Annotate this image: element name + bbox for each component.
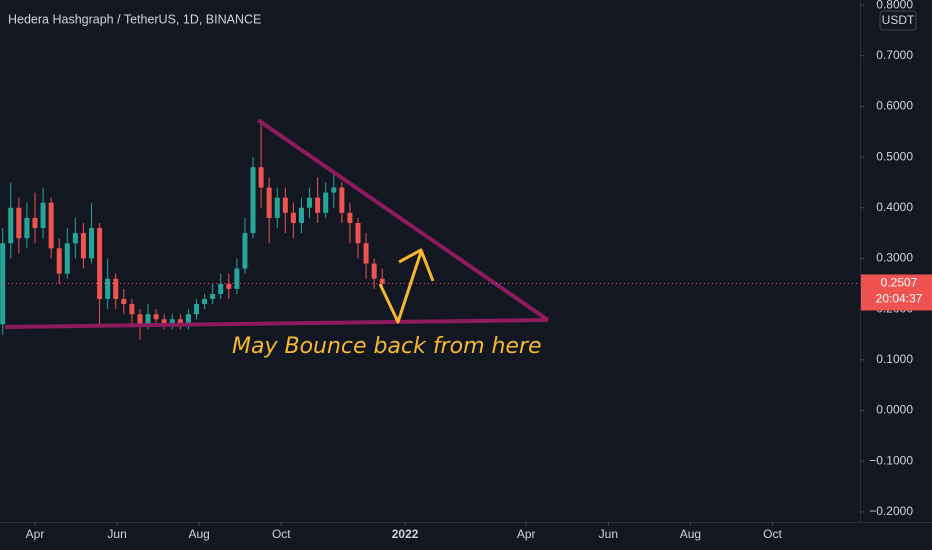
candle-body <box>210 293 216 300</box>
candle-body <box>363 243 369 264</box>
x-tick-label: Jun <box>599 527 618 541</box>
candle-body <box>234 268 240 289</box>
drawings <box>4 118 550 329</box>
candle-body <box>113 278 119 300</box>
trend-line <box>256 118 550 322</box>
candle-body <box>202 299 208 305</box>
candle-body <box>355 222 361 244</box>
last-price-label: 0.2507 <box>881 276 918 290</box>
x-tick-label: Oct <box>272 527 291 541</box>
arrow <box>378 251 423 324</box>
candle-body <box>371 263 377 279</box>
candle-body <box>250 167 256 234</box>
candle-body <box>323 192 329 213</box>
candle-body <box>48 202 54 249</box>
candle-body <box>137 314 143 325</box>
y-axis: 0.80000.70000.60000.50000.40000.30000.20… <box>860 0 913 518</box>
trend-line <box>4 318 549 329</box>
x-tick-label: Aug <box>189 527 210 541</box>
candle-body <box>339 187 345 213</box>
candle-body <box>72 233 78 244</box>
candle-body <box>298 207 304 223</box>
candle-body <box>0 243 6 325</box>
annotation: May Bounce back from here <box>232 334 542 359</box>
candles <box>0 121 385 340</box>
candle-body <box>258 167 264 188</box>
candle-body <box>80 233 86 259</box>
candle-body <box>64 243 70 274</box>
candle-body <box>32 217 38 229</box>
countdown-label: 20:04:37 <box>876 292 923 306</box>
y-tick-label: 0.8000 <box>876 0 913 11</box>
y-tick-label: −0.2000 <box>869 504 913 518</box>
currency-label: USDT <box>882 13 915 27</box>
candle-body <box>290 212 296 223</box>
x-tick-label: Aug <box>680 527 701 541</box>
candle-body <box>89 228 95 259</box>
candle-body <box>307 197 313 208</box>
x-tick-label: Apr <box>26 527 45 541</box>
y-tick-label: 0.4000 <box>876 200 913 214</box>
candle-body <box>8 207 14 244</box>
candle-body <box>16 207 22 239</box>
candle-body <box>347 212 353 223</box>
candle-body <box>161 319 167 325</box>
candle-body <box>218 283 224 294</box>
candle-body <box>97 228 103 300</box>
candle-body <box>315 197 321 213</box>
candle-body <box>129 304 135 315</box>
arrow-head <box>398 248 435 282</box>
candle-body <box>56 248 62 274</box>
x-tick-label: Jun <box>107 527 126 541</box>
candle-body <box>193 304 199 315</box>
candle-body <box>226 283 232 289</box>
chart-title: Hedera Hashgraph / TetherUS, 1D, BINANCE <box>8 12 261 26</box>
candle-body <box>331 187 337 193</box>
candle-body <box>121 299 127 305</box>
candle-body <box>266 187 272 218</box>
candle-body <box>185 314 191 325</box>
currency-badge <box>879 10 917 31</box>
candle-body <box>379 278 385 284</box>
y-tick-label: 0.0000 <box>876 403 913 417</box>
x-tick-label: Oct <box>763 527 782 541</box>
candle-body <box>274 197 280 218</box>
candle-body <box>24 217 30 239</box>
y-tick-label: 0.5000 <box>876 149 913 163</box>
candle-body <box>40 202 46 229</box>
candle-body <box>282 197 288 213</box>
y-tick-label: 0.3000 <box>876 251 913 265</box>
x-tick-label: 2022 <box>392 527 419 541</box>
candle-body <box>153 314 159 320</box>
candle-body <box>177 319 183 325</box>
y-tick-label: 0.1000 <box>876 352 913 366</box>
x-axis: Apr Jun Aug Oct 2022 Apr Jun Aug Oct <box>26 522 783 541</box>
y-tick-label: 0.7000 <box>876 48 913 62</box>
candle-body <box>145 314 151 325</box>
y-tick-label: 0.6000 <box>876 99 913 113</box>
candle-body <box>169 319 175 325</box>
x-tick-label: Apr <box>517 527 536 541</box>
last-price-badge <box>861 274 932 311</box>
candle-body <box>242 233 248 269</box>
candle-body <box>105 278 111 300</box>
y-tick-label: −0.1000 <box>869 453 913 467</box>
